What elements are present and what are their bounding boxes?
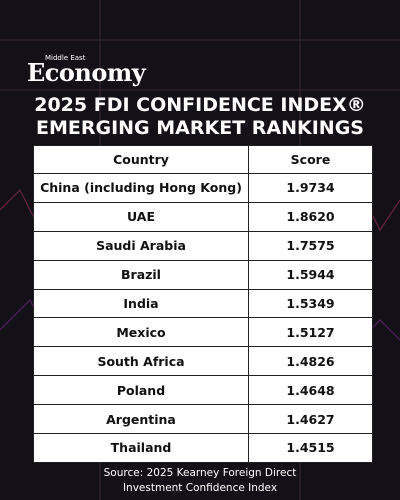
row: China (including Hong Kong) 1.9734 <box>33 173 373 203</box>
country-cell: Saudi Arabia <box>33 230 249 261</box>
score-cell: 1.4515 <box>248 433 373 463</box>
country-cell: South Africa <box>33 346 249 377</box>
source: Source: 2025 Kearney Foreign Direct Inve… <box>0 466 400 496</box>
header-row: Country Score <box>33 145 373 174</box>
source-line: Source: 2025 Kearney Foreign Direct <box>103 467 297 479</box>
row: Brazil 1.5944 <box>33 259 373 290</box>
source-line: Investment Confidence Index <box>122 482 278 494</box>
row: India 1.5349 <box>33 288 373 319</box>
country-cell: Poland <box>33 375 249 406</box>
score-cell: 1.9734 <box>248 173 373 203</box>
score-cell: 1.4627 <box>248 404 373 435</box>
country-cell: China (including Hong Kong) <box>33 173 249 203</box>
logo-big: Economy <box>27 58 146 87</box>
header-cell: Score <box>248 145 373 174</box>
table: Country Score China (including Hong Kong) 1… <box>33 145 373 463</box>
country-cell: Brazil <box>33 259 249 290</box>
row: UAE 1.8620 <box>33 201 373 232</box>
country-cell: Thailand <box>33 433 249 463</box>
title: 2025 FDI CONFIDENCE INDEX® EMERGING MARK… <box>0 94 400 140</box>
score-cell: 1.5127 <box>248 317 373 348</box>
row: South Africa 1.4826 <box>33 346 373 377</box>
row: Thailand 1.4515 <box>33 433 373 463</box>
country-cell: Argentina <box>33 404 249 435</box>
score-cell: 1.5349 <box>248 288 373 319</box>
country-cell: Mexico <box>33 317 249 348</box>
score-cell: 1.4648 <box>248 375 373 406</box>
row: Poland 1.4648 <box>33 375 373 406</box>
score-cell: 1.5944 <box>248 259 373 290</box>
row: Argentina 1.4627 <box>33 404 373 435</box>
score-cell: 1.4826 <box>248 346 373 377</box>
logo-small: Middle East <box>45 54 86 62</box>
title-line: 2025 FDI CONFIDENCE INDEX® <box>34 94 366 116</box>
title-line: EMERGING MARKET RANKINGS <box>35 117 364 139</box>
country-cell: India <box>33 288 249 319</box>
row: Saudi Arabia 1.7575 <box>33 230 373 261</box>
country-cell: UAE <box>33 201 249 232</box>
score-cell: 1.8620 <box>248 201 373 232</box>
row: Mexico 1.5127 <box>33 317 373 348</box>
score-cell: 1.7575 <box>248 230 373 261</box>
header-cell: Country <box>33 145 249 174</box>
